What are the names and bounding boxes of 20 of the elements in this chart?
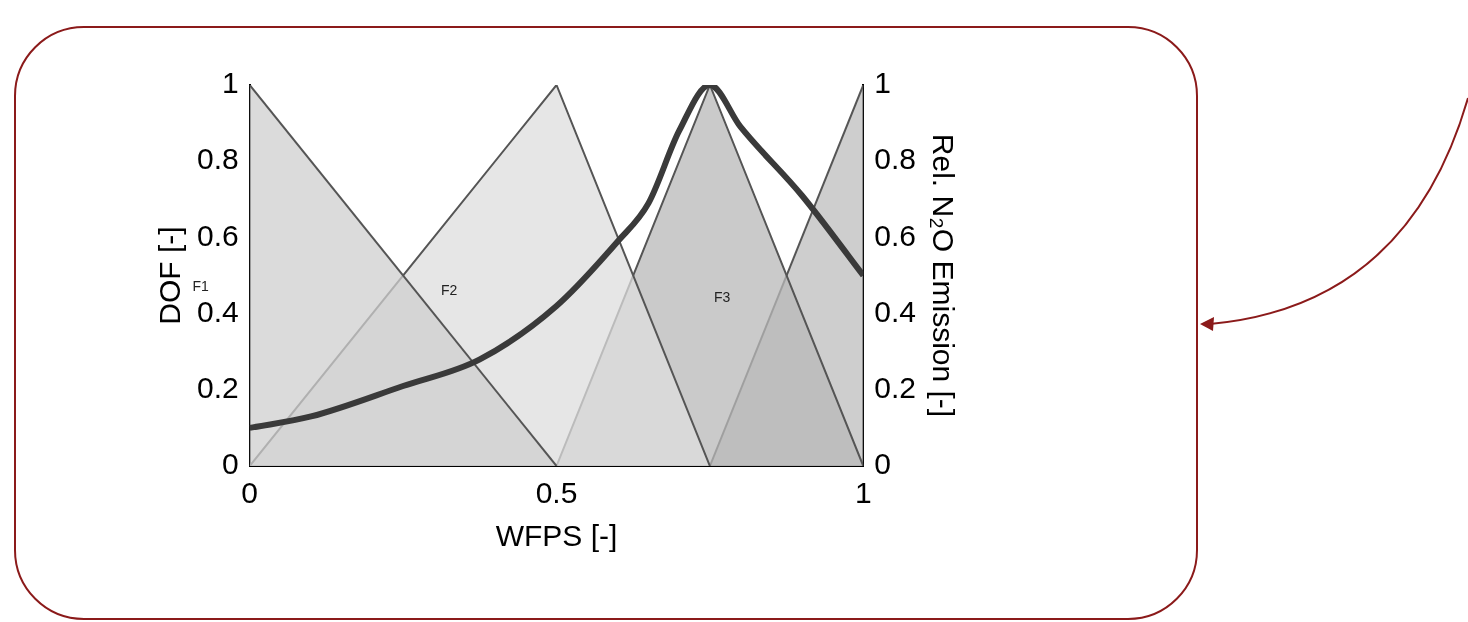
y2-axis-title: Rel. N₂O Emission [-] (926, 133, 960, 418)
y-tick-label: 0.4 (196, 294, 239, 328)
y2-tick-label: 1 (874, 66, 891, 100)
x-axis-title: WFPS [-] (495, 519, 618, 553)
x-tick-label: 1 (854, 476, 872, 510)
y2-tick-label: 0 (874, 447, 891, 481)
y2-tick-label: 0.6 (874, 218, 917, 252)
annotation: F3 (714, 289, 731, 306)
x-tick-label: 0.5 (535, 476, 578, 510)
annotation: F2 (440, 281, 458, 298)
y2-tick-label: 0.8 (874, 142, 917, 176)
y-tick-label: 0.2 (196, 371, 239, 405)
y-tick-label: 0.6 (196, 218, 239, 252)
y2-tick-label: 0.2 (874, 371, 917, 405)
y-axis-title: DOF [-] (153, 226, 187, 325)
y-tick-label: 1 (222, 66, 239, 100)
y-tick-label: 0.8 (196, 142, 239, 176)
text: F1 (192, 277, 209, 294)
y2-tick-label: 0.4 (874, 294, 917, 328)
y-tick-label: 0 (222, 447, 239, 481)
